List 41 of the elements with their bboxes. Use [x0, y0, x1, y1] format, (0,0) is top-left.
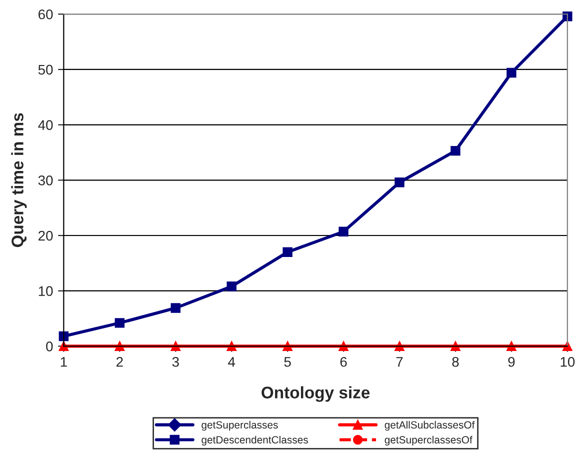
point — [450, 341, 460, 352]
point — [282, 247, 292, 257]
x-axis-title: Ontology size — [262, 386, 370, 402]
y-tick-label: 0 — [46, 342, 53, 352]
point — [170, 341, 180, 352]
x-tick-label: 10 — [560, 356, 575, 367]
y-tick-label: 50 — [38, 64, 53, 75]
y-tick-label: 60 — [38, 9, 53, 20]
point — [58, 341, 69, 352]
x-tick-label: 3 — [172, 356, 179, 367]
point — [114, 318, 125, 328]
point — [114, 341, 125, 352]
point — [394, 178, 404, 188]
x-tick-label: 7 — [396, 357, 403, 367]
y-tick-label: 10 — [38, 286, 53, 296]
x-tick-label: 8 — [452, 356, 459, 367]
point — [226, 282, 236, 292]
point — [562, 11, 572, 22]
y-tick-label: 40 — [38, 120, 53, 130]
x-tick-label: 2 — [116, 356, 123, 367]
point — [282, 341, 292, 352]
y-tick-label: 20 — [38, 230, 53, 241]
y-axis-title: Query time in ms — [11, 113, 27, 248]
point — [394, 341, 404, 352]
legend-label: getSuperclasses — [202, 420, 278, 431]
x-tick-label: 1 — [60, 357, 67, 367]
point — [506, 68, 516, 78]
point — [338, 341, 348, 352]
legend-label: getAllSubclassesOf — [384, 420, 475, 431]
legend-label: getDescendentClasses — [202, 436, 308, 446]
point — [338, 226, 348, 236]
y-tick-label: 30 — [38, 175, 53, 186]
x-tick-label: 6 — [340, 356, 347, 367]
point — [450, 146, 460, 156]
point — [506, 341, 516, 352]
point — [226, 341, 236, 352]
x-tick-label: 9 — [508, 356, 515, 367]
x-tick-label: 5 — [284, 357, 291, 367]
x-tick-label: 4 — [228, 357, 236, 367]
legend-label: getSuperclassesOf — [384, 436, 472, 446]
point — [170, 303, 180, 313]
